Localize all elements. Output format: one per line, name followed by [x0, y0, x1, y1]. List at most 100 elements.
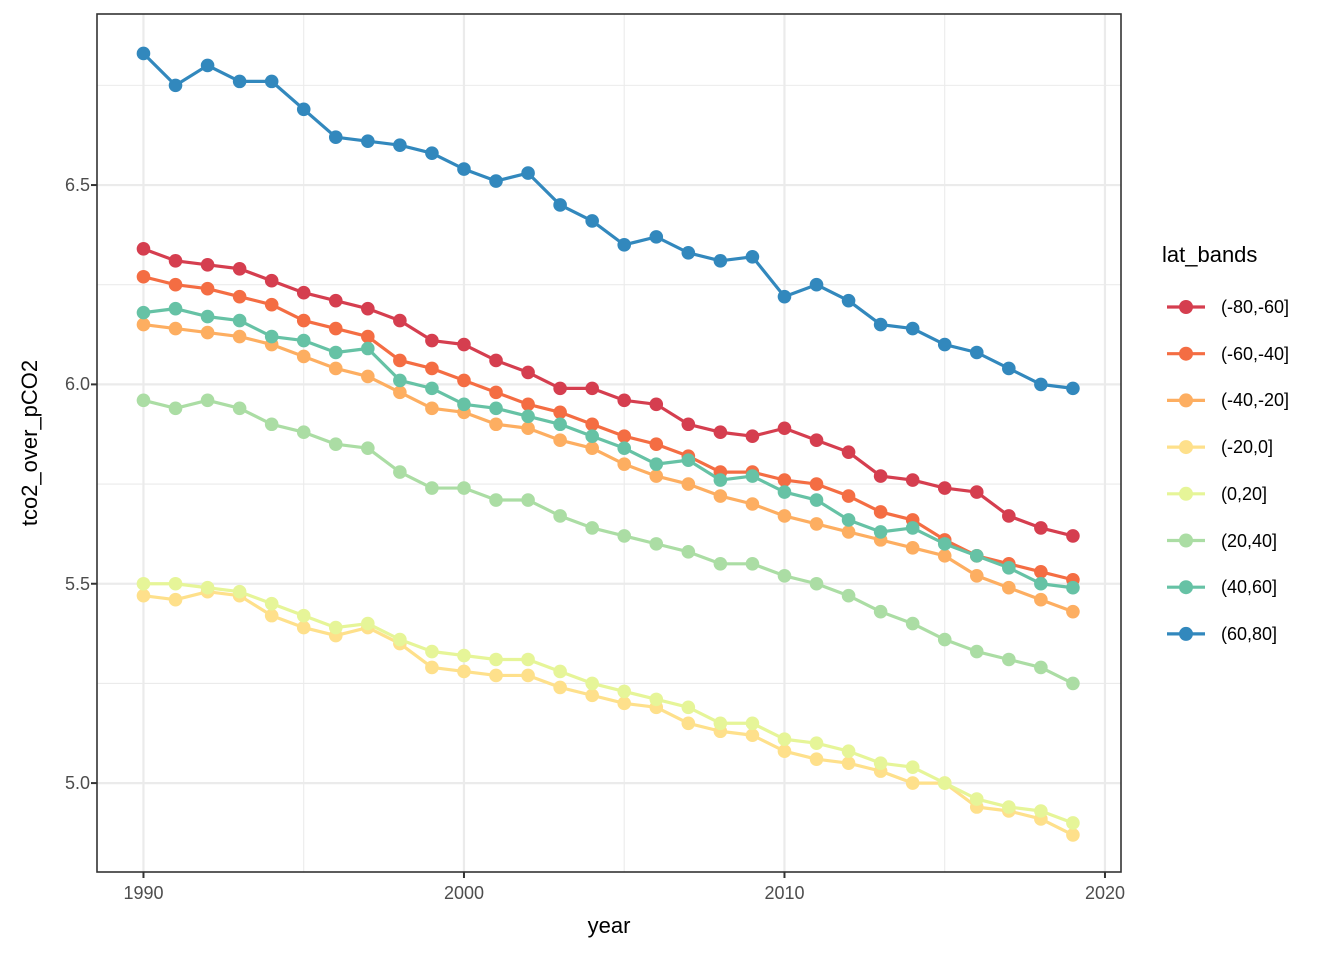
- data-point: [264, 297, 279, 312]
- legend-key-point-icon: [1179, 533, 1193, 548]
- data-point: [905, 616, 920, 631]
- data-point: [809, 517, 824, 531]
- data-point: [1034, 564, 1048, 579]
- data-point: [873, 525, 888, 539]
- data-point: [809, 576, 824, 591]
- data-point: [809, 433, 824, 448]
- data-point: [1034, 377, 1048, 392]
- data-point: [1002, 509, 1016, 523]
- data-point: [1034, 521, 1048, 535]
- data-point: [1034, 576, 1048, 591]
- data-point: [905, 473, 920, 487]
- data-point: [200, 257, 215, 272]
- data-point: [521, 652, 535, 667]
- data-point: [553, 664, 567, 679]
- data-point: [1066, 381, 1080, 396]
- data-point: [393, 313, 407, 328]
- data-point: [264, 608, 279, 623]
- data-point: [457, 162, 471, 176]
- data-point: [553, 417, 567, 432]
- data-point: [264, 273, 279, 288]
- data-point: [649, 692, 664, 707]
- data-point: [1002, 361, 1016, 376]
- data-point: [937, 537, 952, 551]
- data-point: [328, 361, 343, 376]
- data-point: [489, 174, 503, 188]
- legend-item-label: (-40,-20]: [1221, 390, 1290, 411]
- legend-item-label: (-60,-40]: [1221, 343, 1290, 364]
- x-tick-label: 2000: [443, 883, 484, 903]
- data-point: [585, 381, 599, 396]
- data-point: [1066, 529, 1080, 543]
- data-point: [713, 253, 728, 268]
- data-point: [681, 716, 696, 731]
- data-point: [841, 513, 856, 527]
- data-point: [841, 525, 856, 539]
- data-point: [425, 146, 439, 160]
- data-point: [905, 321, 920, 336]
- data-point: [232, 289, 247, 304]
- data-point: [617, 441, 632, 455]
- data-point: [136, 46, 151, 61]
- data-point: [200, 309, 215, 324]
- legend-key-point-icon: [1179, 440, 1193, 455]
- data-point: [200, 580, 215, 595]
- data-point: [168, 253, 183, 268]
- data-point: [713, 425, 728, 440]
- data-point: [521, 397, 535, 412]
- data-point: [393, 353, 407, 368]
- data-point: [489, 385, 503, 400]
- data-point: [649, 397, 664, 412]
- data-point: [136, 393, 151, 408]
- data-point: [617, 529, 632, 543]
- data-point: [168, 401, 183, 416]
- data-point: [393, 138, 407, 152]
- data-point: [296, 620, 311, 635]
- data-point: [617, 696, 632, 711]
- data-point: [713, 489, 728, 503]
- data-point: [713, 473, 728, 487]
- data-point: [457, 648, 471, 663]
- data-point: [296, 333, 311, 348]
- data-point: [969, 792, 984, 806]
- data-point: [328, 321, 343, 336]
- data-point: [745, 429, 760, 444]
- data-point: [873, 317, 888, 332]
- data-point: [745, 728, 760, 743]
- x-tick-label: 2020: [1084, 883, 1125, 903]
- data-point: [361, 341, 375, 356]
- data-point: [777, 421, 792, 436]
- data-point: [264, 74, 279, 89]
- data-point: [425, 333, 439, 348]
- data-point: [232, 261, 247, 276]
- data-point: [585, 441, 599, 455]
- data-point: [521, 166, 535, 180]
- data-point: [585, 521, 599, 535]
- data-point: [777, 485, 792, 499]
- data-point: [425, 644, 439, 659]
- data-point: [296, 349, 311, 364]
- data-point: [521, 409, 535, 424]
- data-point: [521, 668, 535, 683]
- data-point: [168, 78, 183, 93]
- data-point: [136, 269, 151, 284]
- x-tick-label: 1990: [123, 883, 164, 903]
- data-point: [809, 277, 824, 292]
- legend-title: lat_bands: [1162, 242, 1258, 267]
- data-point: [649, 230, 664, 244]
- data-point: [489, 401, 503, 416]
- data-point: [681, 246, 696, 260]
- data-point: [425, 401, 439, 416]
- y-tick-label: 6.5: [64, 175, 90, 196]
- data-point: [969, 485, 984, 499]
- data-point: [553, 509, 567, 523]
- data-point: [585, 429, 599, 444]
- data-point: [745, 250, 760, 264]
- legend-key-point-icon: [1179, 486, 1193, 501]
- data-point: [809, 736, 824, 751]
- data-point: [264, 596, 279, 611]
- data-point: [905, 541, 920, 555]
- data-point: [296, 425, 311, 440]
- data-point: [905, 521, 920, 535]
- data-point: [553, 680, 567, 695]
